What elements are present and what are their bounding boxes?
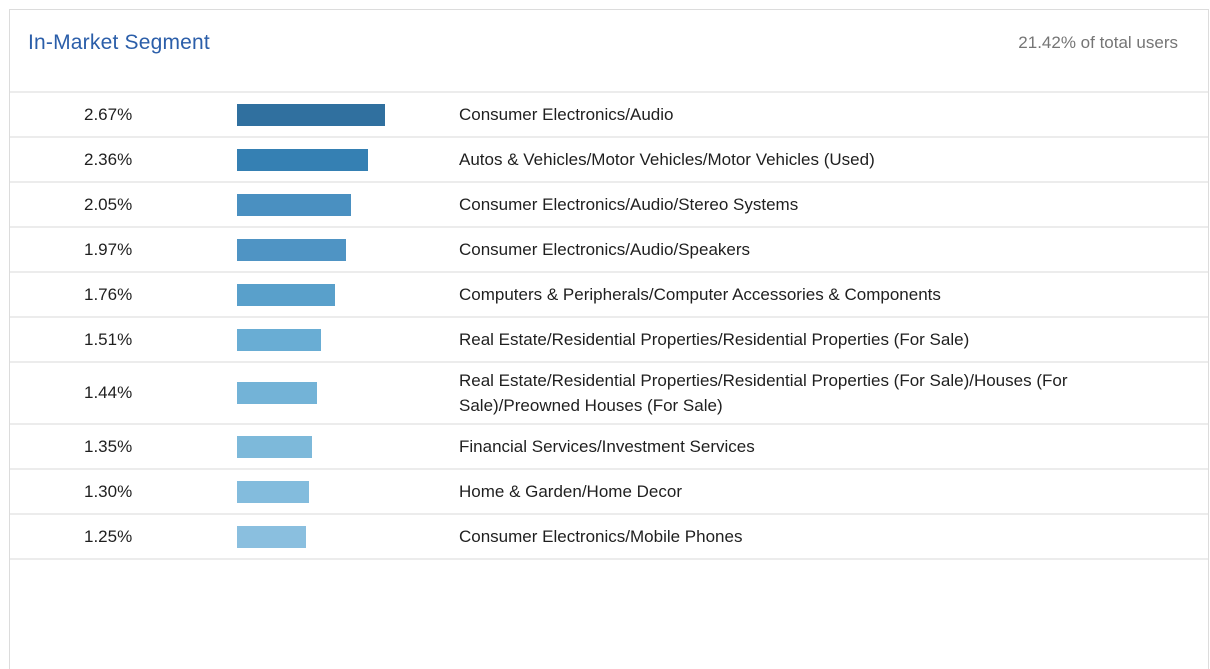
segment-label: Financial Services/Investment Services — [459, 437, 755, 456]
table-row: 1.25% Consumer Electronics/Mobile Phones — [10, 515, 1208, 560]
segment-label: Consumer Electronics/Audio — [459, 105, 674, 124]
table-row: 1.97% Consumer Electronics/Audio/Speaker… — [10, 228, 1208, 273]
table-row: 2.67% Consumer Electronics/Audio — [10, 93, 1208, 138]
segment-percent: 1.76% — [84, 284, 133, 304]
segment-bar-track — [237, 382, 459, 404]
segment-rows: 2.67% Consumer Electronics/Audio 2.36% A… — [10, 91, 1208, 560]
page-title: In-Market Segment — [28, 31, 210, 54]
segment-label: Computers & Peripherals/Computer Accesso… — [459, 285, 941, 304]
segment-bar — [237, 328, 321, 351]
segment-bar-track — [237, 238, 459, 261]
segment-bar — [237, 193, 351, 216]
segment-label: Home & Garden/Home Decor — [459, 482, 682, 501]
segment-percent: 2.36% — [84, 149, 133, 169]
segment-bar — [237, 525, 306, 548]
segment-bar — [237, 382, 317, 404]
table-row: 1.35% Financial Services/Investment Serv… — [10, 425, 1208, 470]
segment-percent: 1.97% — [84, 239, 133, 259]
segment-label: Real Estate/Residential Properties/Resid… — [459, 371, 1068, 415]
segment-bar — [237, 435, 312, 458]
table-row: 1.30% Home & Garden/Home Decor — [10, 470, 1208, 515]
segment-percent: 1.30% — [84, 481, 133, 501]
segment-bar-track — [237, 525, 459, 548]
table-row: 1.51% Real Estate/Residential Properties… — [10, 318, 1208, 363]
segment-bar-track — [237, 148, 459, 171]
segment-percent: 1.25% — [84, 526, 133, 546]
table-row: 2.05% Consumer Electronics/Audio/Stereo … — [10, 183, 1208, 228]
table-row: 1.76% Computers & Peripherals/Computer A… — [10, 273, 1208, 318]
segment-label: Consumer Electronics/Audio/Speakers — [459, 240, 751, 259]
segment-bar — [237, 103, 385, 126]
segment-bar — [237, 148, 368, 171]
segment-bar — [237, 480, 309, 503]
segment-bar-track — [237, 328, 459, 351]
segment-percent: 1.51% — [84, 329, 133, 349]
table-row: 2.36% Autos & Vehicles/Motor Vehicles/Mo… — [10, 138, 1208, 183]
segment-bar-track — [237, 435, 459, 458]
segment-percent: 1.44% — [84, 383, 133, 402]
segment-label: Consumer Electronics/Mobile Phones — [459, 527, 743, 546]
percent-of-total-users: 21.42% of total users — [1018, 33, 1178, 52]
in-market-segment-card: In-Market Segment 21.42% of total users … — [9, 9, 1209, 669]
segment-label: Consumer Electronics/Audio/Stereo System… — [459, 195, 799, 214]
table-row: 1.44% Real Estate/Residential Properties… — [10, 363, 1208, 425]
segment-bar-track — [237, 283, 459, 306]
segment-percent: 2.05% — [84, 194, 133, 214]
segment-bar-track — [237, 480, 459, 503]
segment-bar — [237, 238, 346, 261]
segment-percent: 1.35% — [84, 436, 133, 456]
segment-bar — [237, 283, 335, 306]
segment-bar-track — [237, 103, 459, 126]
segment-label: Autos & Vehicles/Motor Vehicles/Motor Ve… — [459, 150, 875, 169]
segment-percent: 2.67% — [84, 104, 133, 124]
segment-label: Real Estate/Residential Properties/Resid… — [459, 330, 970, 349]
card-header: In-Market Segment 21.42% of total users — [10, 10, 1208, 91]
segment-bar-track — [237, 193, 459, 216]
